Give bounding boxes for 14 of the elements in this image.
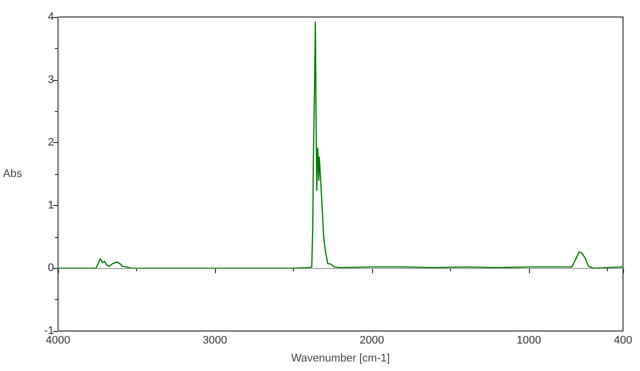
y-axis-title: Abs — [2, 168, 22, 180]
x-tick-label: 400 — [614, 334, 632, 346]
x-tick-label: 2000 — [360, 334, 384, 346]
y-tick-label: -1 — [44, 325, 54, 337]
y-tick-label: 4 — [48, 11, 54, 23]
line-series — [57, 21, 624, 269]
x-axis-title: Wavenumber [cm-1] — [291, 352, 390, 364]
y-tick-label: 0 — [48, 262, 54, 274]
y-tick-label: 3 — [48, 74, 54, 86]
x-tick-label: 1000 — [516, 334, 542, 346]
y-tick-label: 2 — [48, 136, 54, 149]
y-tick-label: 1 — [48, 199, 54, 212]
x-tick-label: 3000 — [202, 334, 228, 346]
x-tick-label: 4000 — [46, 334, 70, 346]
